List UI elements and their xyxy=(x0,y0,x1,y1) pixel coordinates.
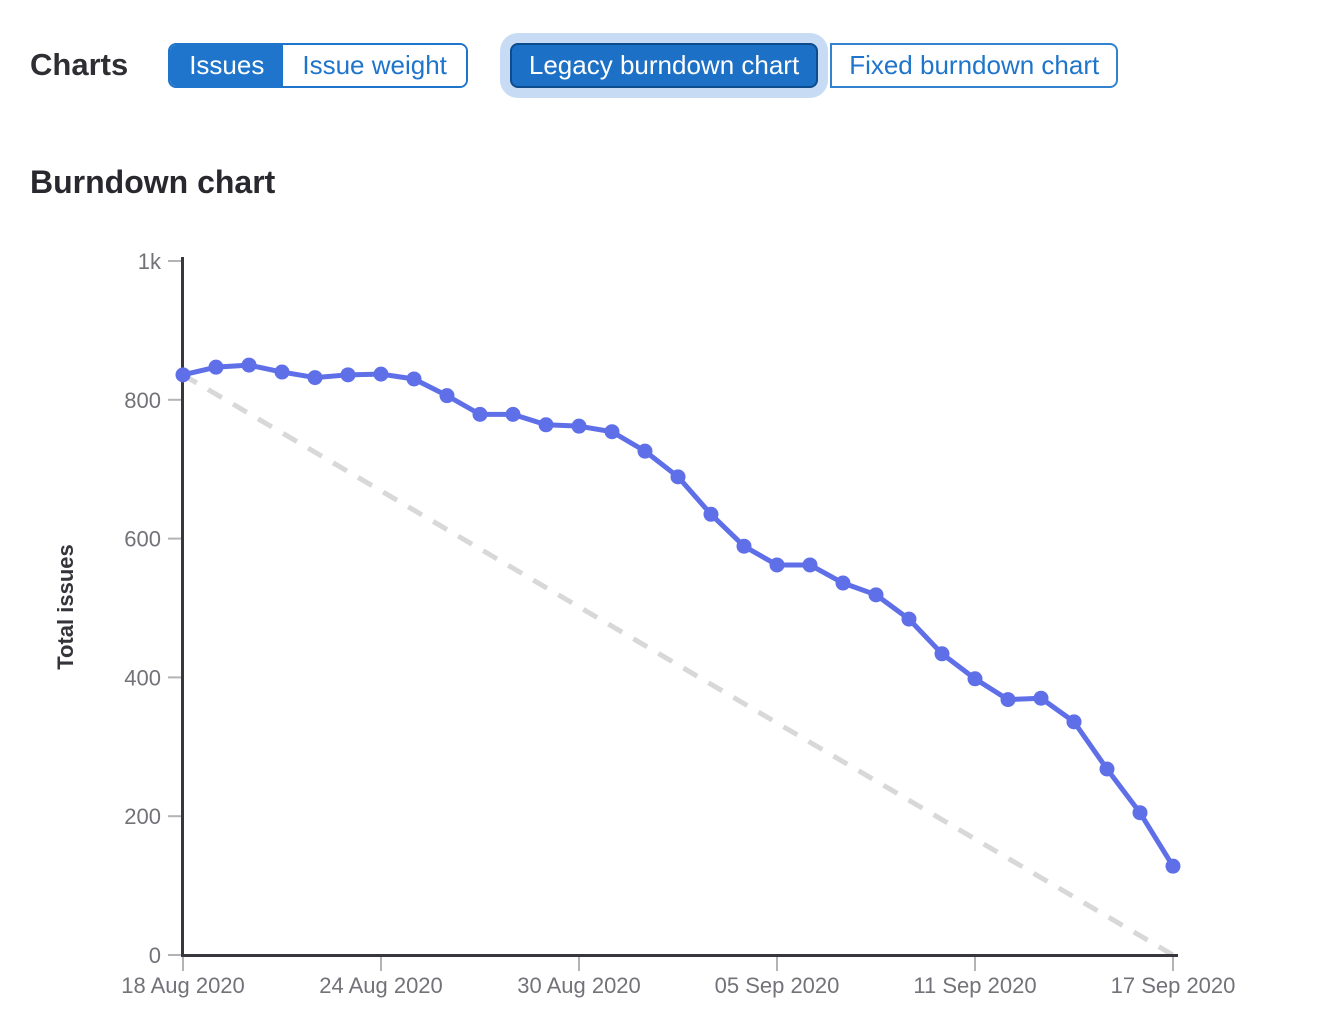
data-point[interactable] xyxy=(340,367,356,383)
burndown-chart: Total issues 0 200 400 600 800 1k 18 Aug 2020 2… xyxy=(0,230,1326,1028)
fixed-burndown-chart-button[interactable]: Fixed burndown chart xyxy=(830,42,1119,88)
y-tick-label: 200 xyxy=(124,804,161,829)
burndown-chart-canvas: 0 200 400 600 800 1k 18 Aug 2020 24 Aug 2020 30 … xyxy=(121,249,1236,998)
ideal-guideline xyxy=(181,372,1175,958)
data-point[interactable] xyxy=(703,506,719,522)
chart-type-toggle-group: Legacy burndown chart Fixed burndown cha… xyxy=(509,42,1119,88)
data-point[interactable] xyxy=(1000,692,1016,708)
issues-toggle-button[interactable]: Issues xyxy=(170,44,284,86)
data-point[interactable] xyxy=(736,538,752,554)
data-point[interactable] xyxy=(175,367,191,383)
data-point[interactable] xyxy=(208,359,224,375)
data-point[interactable] xyxy=(637,443,653,459)
data-point[interactable] xyxy=(835,575,851,591)
data-point[interactable] xyxy=(505,406,521,422)
data-point[interactable] xyxy=(868,587,884,603)
data-point[interactable] xyxy=(472,406,488,422)
issues-series-line xyxy=(180,362,1176,869)
data-point[interactable] xyxy=(1165,858,1181,874)
data-point[interactable] xyxy=(604,424,620,440)
metric-toggle-group: Issues Issue weight xyxy=(168,42,468,88)
data-point[interactable] xyxy=(1132,805,1148,821)
y-tick-label: 800 xyxy=(124,388,161,413)
data-point[interactable] xyxy=(934,646,950,662)
data-point[interactable] xyxy=(307,370,323,386)
x-tick-label: 24 Aug 2020 xyxy=(319,973,443,998)
data-point[interactable] xyxy=(967,671,983,687)
data-point[interactable] xyxy=(1066,714,1082,730)
data-point[interactable] xyxy=(241,357,257,373)
x-tick-label: 18 Aug 2020 xyxy=(121,973,245,998)
data-point[interactable] xyxy=(373,366,389,382)
data-point[interactable] xyxy=(571,418,587,434)
x-tick-label: 17 Sep 2020 xyxy=(1111,973,1236,998)
y-tick-label: 600 xyxy=(124,527,161,552)
data-point[interactable] xyxy=(901,611,917,627)
x-tick-label: 05 Sep 2020 xyxy=(715,973,840,998)
data-point[interactable] xyxy=(406,371,422,387)
data-point[interactable] xyxy=(439,388,455,404)
issue-weight-toggle-button[interactable]: Issue weight xyxy=(283,44,466,86)
data-point[interactable] xyxy=(670,469,686,485)
y-tick-label: 400 xyxy=(124,665,161,690)
data-point[interactable] xyxy=(802,557,818,573)
data-point[interactable] xyxy=(1099,761,1115,777)
x-tick-label: 30 Aug 2020 xyxy=(517,973,641,998)
charts-toolbar: Charts Issues Issue weight Legacy burndo… xyxy=(30,40,1119,90)
burndown-chart-heading: Burndown chart xyxy=(30,164,276,200)
data-point[interactable] xyxy=(274,364,290,380)
data-point[interactable] xyxy=(1033,690,1049,706)
data-point[interactable] xyxy=(538,417,554,433)
legacy-burndown-chart-button[interactable]: Legacy burndown chart xyxy=(509,42,819,88)
charts-section-label: Charts xyxy=(30,47,129,82)
y-tick-label: 0 xyxy=(149,943,161,968)
x-tick-label: 11 Sep 2020 xyxy=(913,973,1036,998)
y-tick-label: 1k xyxy=(138,249,162,274)
data-point[interactable] xyxy=(769,557,785,573)
